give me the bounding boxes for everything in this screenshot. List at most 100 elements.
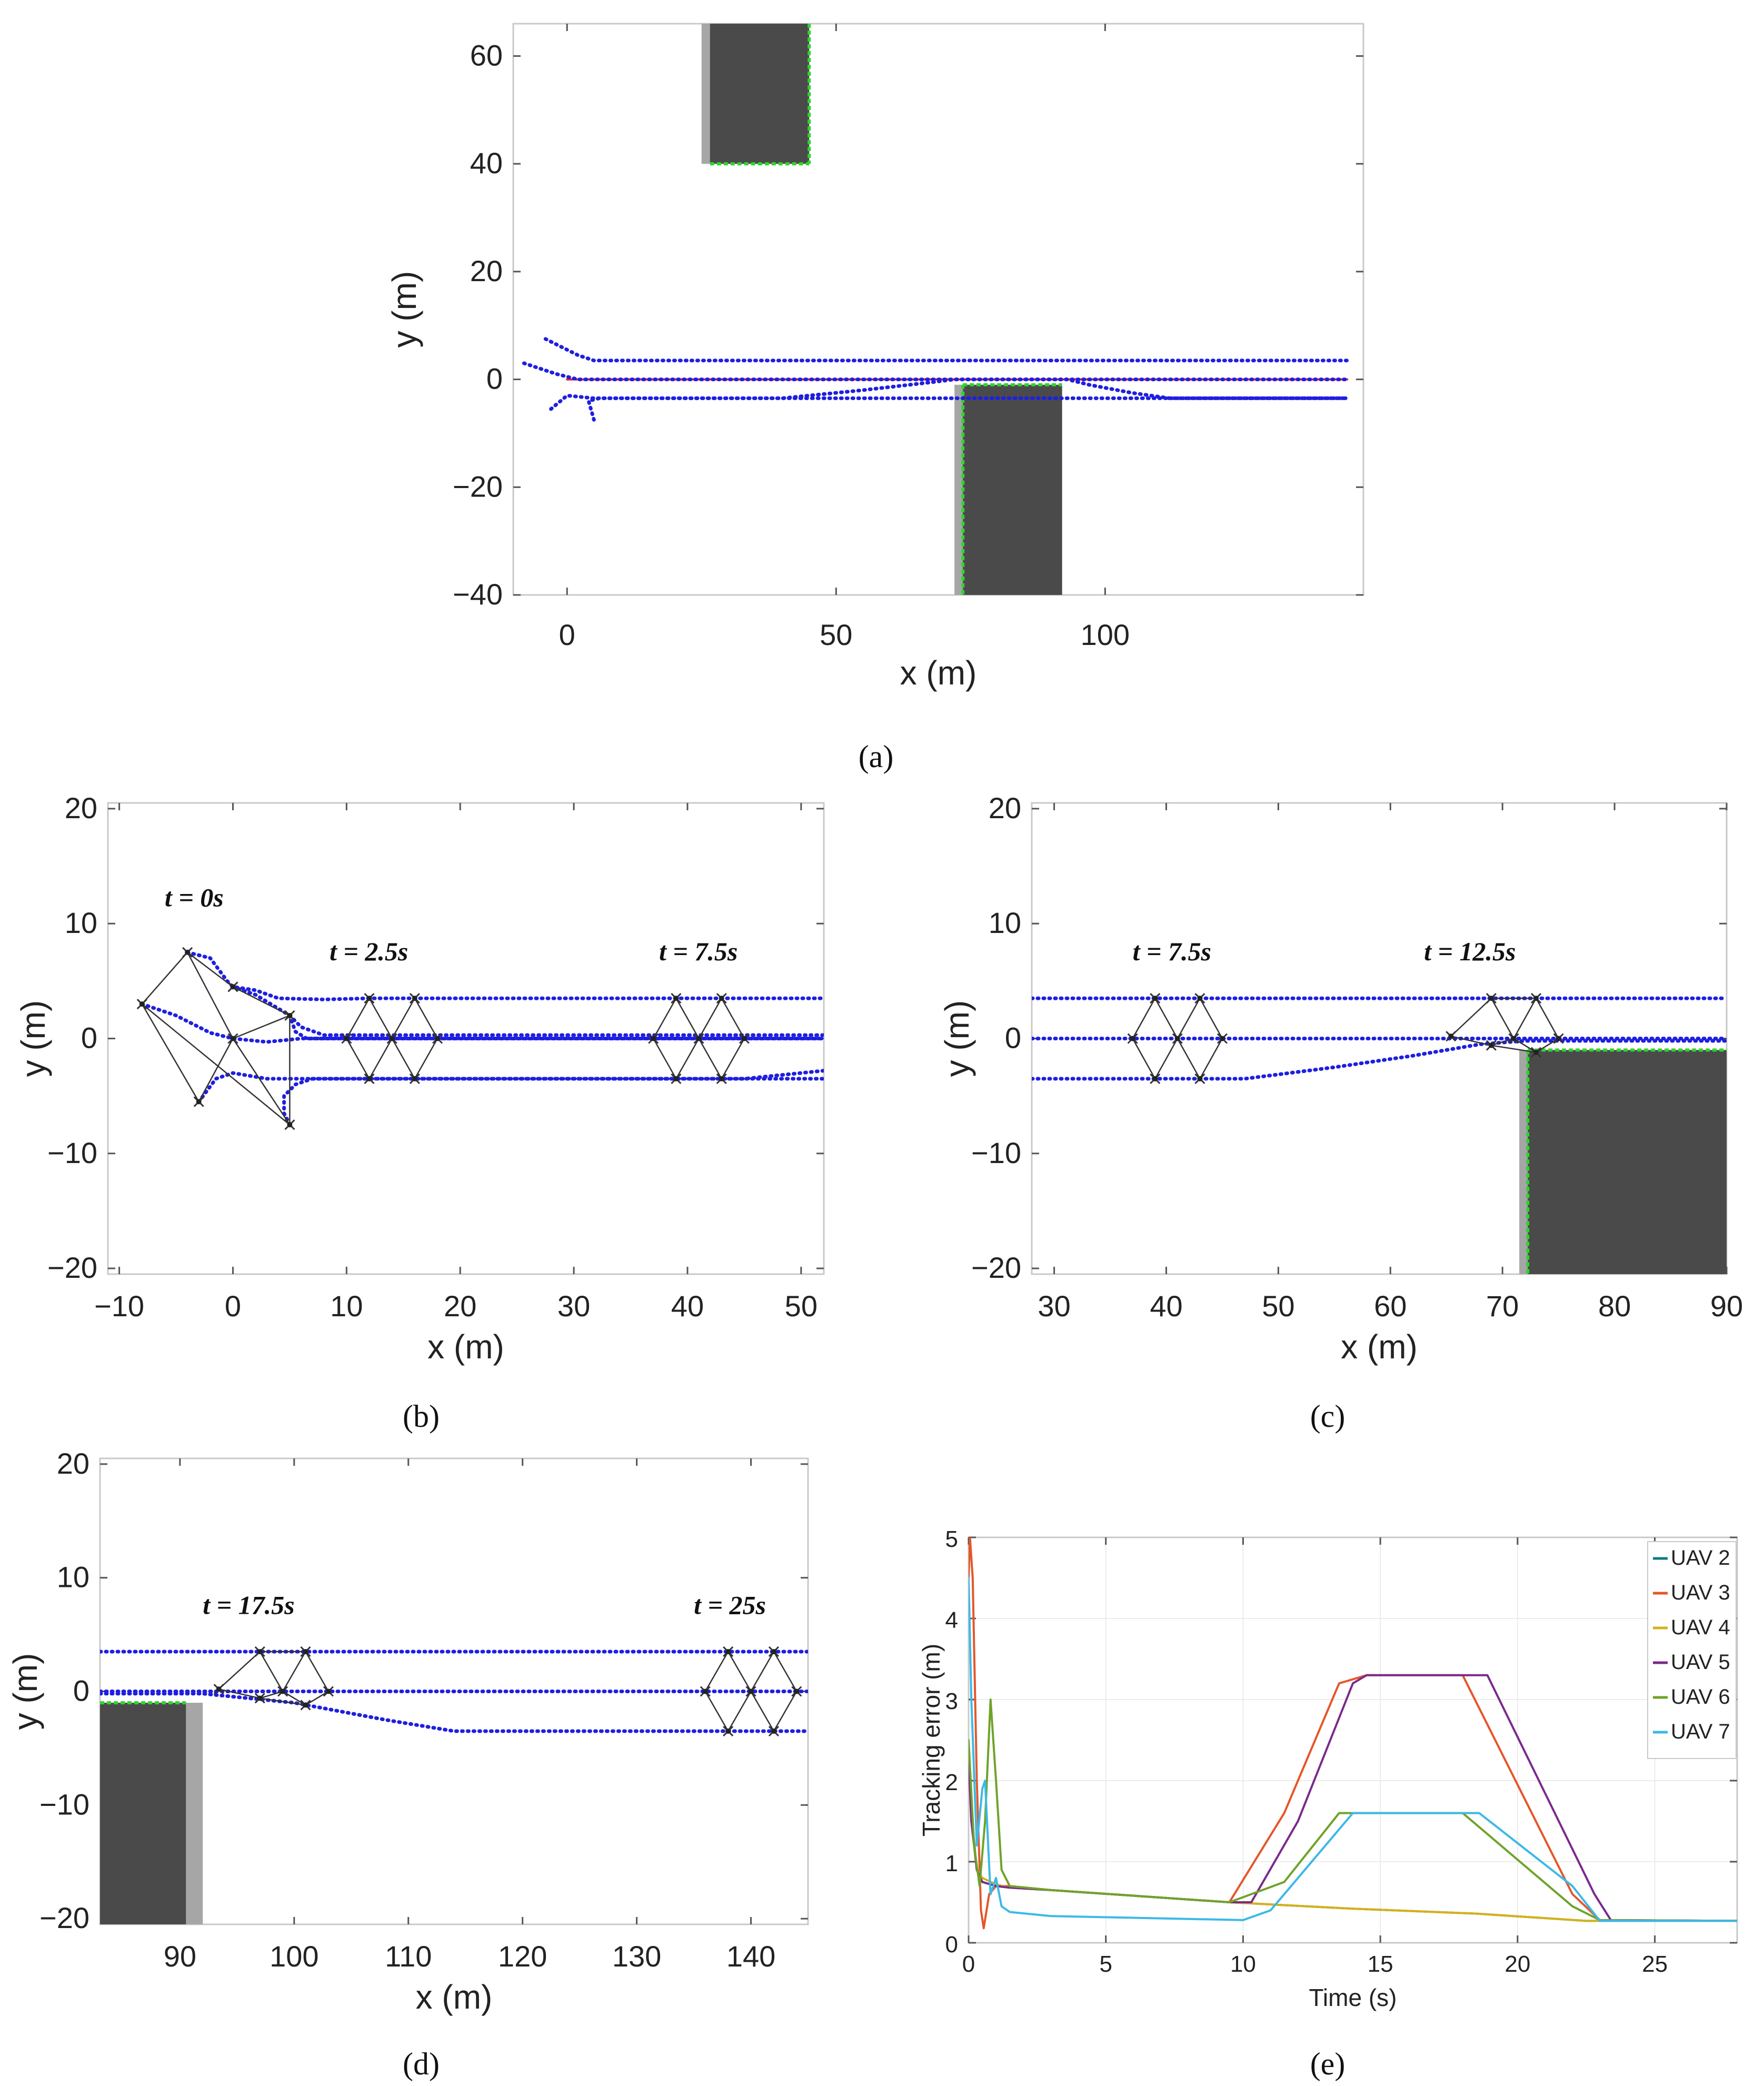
x-tick-label: 90 bbox=[1710, 1289, 1743, 1323]
uav-body bbox=[1533, 1049, 1539, 1055]
uav-body bbox=[725, 1729, 731, 1734]
formation-edge bbox=[1535, 998, 1559, 1039]
uav-body bbox=[741, 1036, 747, 1041]
formation-edge bbox=[391, 1038, 415, 1079]
uav-marker bbox=[648, 1033, 659, 1044]
uav-body bbox=[1152, 996, 1158, 1001]
upper-obstacle bbox=[710, 24, 810, 164]
formation bbox=[218, 1651, 329, 1706]
uav-marker bbox=[671, 993, 682, 1004]
series-line-uav-4 bbox=[522, 361, 1349, 382]
x-tick-label: −10 bbox=[94, 1289, 144, 1323]
uav-body bbox=[1488, 1042, 1494, 1048]
uav-body bbox=[287, 1012, 293, 1018]
uav-marker bbox=[1486, 1040, 1497, 1051]
uav-body bbox=[303, 1648, 308, 1654]
y-tick-label: −20 bbox=[39, 1901, 89, 1934]
uav-body bbox=[344, 1036, 350, 1041]
uav-marker bbox=[1486, 993, 1497, 1004]
y-axis-label: y (m) bbox=[14, 1000, 52, 1077]
plot-area bbox=[100, 1646, 808, 1924]
uav-marker bbox=[341, 1033, 352, 1044]
uav-body bbox=[702, 1688, 708, 1694]
legend-label: UAV 6 bbox=[1671, 1685, 1730, 1708]
formation-edge bbox=[1199, 998, 1223, 1039]
y-tick-label: 2 bbox=[945, 1770, 958, 1795]
formation-edge bbox=[282, 1691, 306, 1706]
panel-d-plot: 90 100 110 120 130 140 −20 −10 0 10 20 x (m) y (m) t … bbox=[6, 1447, 809, 2016]
uav-body bbox=[1152, 1076, 1158, 1081]
x-tick-label: 100 bbox=[270, 1940, 318, 1973]
x-tick-label: 50 bbox=[1262, 1289, 1294, 1323]
uav-body bbox=[435, 1036, 441, 1041]
x-axis-label: Time (s) bbox=[1309, 1984, 1397, 2011]
legend-label: UAV 3 bbox=[1671, 1581, 1730, 1604]
y-tick-label: 10 bbox=[65, 906, 97, 939]
uav-body bbox=[412, 1076, 417, 1081]
uav-body bbox=[1174, 1036, 1180, 1041]
x-tick-label: 120 bbox=[498, 1940, 547, 1973]
formation-edge bbox=[653, 1038, 677, 1079]
uav-body bbox=[771, 1729, 776, 1734]
x-tick-label: 0 bbox=[962, 1951, 975, 1977]
y-tick-label: 0 bbox=[945, 1932, 958, 1958]
y-tick-label: 0 bbox=[73, 1674, 89, 1707]
uav-marker bbox=[364, 993, 375, 1004]
formation-edge bbox=[141, 951, 188, 1005]
uav-marker bbox=[1127, 1033, 1138, 1044]
formation-edge bbox=[305, 1691, 329, 1706]
x-axis-label: x (m) bbox=[1341, 1328, 1418, 1366]
series-line-uav-7 bbox=[287, 1014, 824, 1037]
formation bbox=[704, 1651, 798, 1732]
formation-edge bbox=[187, 951, 234, 988]
series-line-uav-2 bbox=[185, 950, 824, 1001]
panel-d-caption: (d) bbox=[403, 2047, 440, 2081]
formation-edge bbox=[773, 1651, 798, 1692]
uav-marker bbox=[723, 1646, 734, 1657]
uav-body bbox=[748, 1688, 754, 1694]
formation-edge bbox=[1513, 998, 1537, 1039]
x-tick-label: 110 bbox=[385, 1940, 432, 1973]
uav-marker bbox=[716, 1073, 727, 1084]
panel-e-plot: 0 5 10 15 20 25 0 1 2 3 4 5 Time (s) Tracking error (… bbox=[918, 1526, 1738, 2011]
y-tick-label: 20 bbox=[470, 254, 503, 287]
x-tick-label: 100 bbox=[1081, 618, 1130, 651]
x-tick-label: 140 bbox=[726, 1940, 775, 1973]
time-annotation: t = 25s bbox=[694, 1591, 766, 1620]
x-tick-label: 40 bbox=[671, 1289, 704, 1323]
formation-edge bbox=[653, 998, 677, 1039]
uav-marker bbox=[671, 1073, 682, 1084]
uav-body bbox=[719, 996, 724, 1001]
uav-marker bbox=[254, 1693, 265, 1704]
uav-body bbox=[1130, 1036, 1135, 1041]
uav-body bbox=[1556, 1036, 1561, 1041]
panel-e: 0 5 10 15 20 25 0 1 2 3 4 5 Time (s) Tracking error (… bbox=[918, 1526, 1738, 2081]
uav-body bbox=[725, 1648, 731, 1654]
formation-edge bbox=[1154, 1038, 1178, 1079]
formation-edge bbox=[675, 998, 700, 1039]
uav-marker bbox=[1150, 1073, 1161, 1084]
formation-edge bbox=[1177, 998, 1201, 1039]
uav-marker bbox=[227, 981, 238, 992]
formation bbox=[1132, 998, 1223, 1079]
x-axis-label: x (m) bbox=[900, 654, 977, 692]
formation-edge bbox=[704, 1691, 729, 1732]
uav-marker bbox=[1553, 1033, 1564, 1044]
uav-body bbox=[794, 1688, 800, 1694]
formation-edge bbox=[1513, 1038, 1537, 1053]
uav-body bbox=[412, 996, 417, 1001]
formation-edge bbox=[346, 998, 370, 1039]
uav-marker bbox=[300, 1646, 311, 1657]
x-tick-label: 80 bbox=[1598, 1289, 1631, 1323]
uav-body bbox=[196, 1099, 202, 1105]
uav-body bbox=[1197, 996, 1203, 1001]
formation-edge bbox=[675, 1038, 700, 1079]
x-tick-label: 15 bbox=[1368, 1951, 1393, 1977]
uav-marker bbox=[1217, 1033, 1228, 1044]
y-axis-label: y (m) bbox=[938, 1000, 976, 1077]
uav-marker bbox=[1194, 993, 1205, 1004]
x-tick-label: 60 bbox=[1374, 1289, 1407, 1323]
formation-edge bbox=[1536, 1038, 1559, 1053]
formation-edge bbox=[232, 986, 290, 1016]
axes-box bbox=[512, 23, 1364, 596]
